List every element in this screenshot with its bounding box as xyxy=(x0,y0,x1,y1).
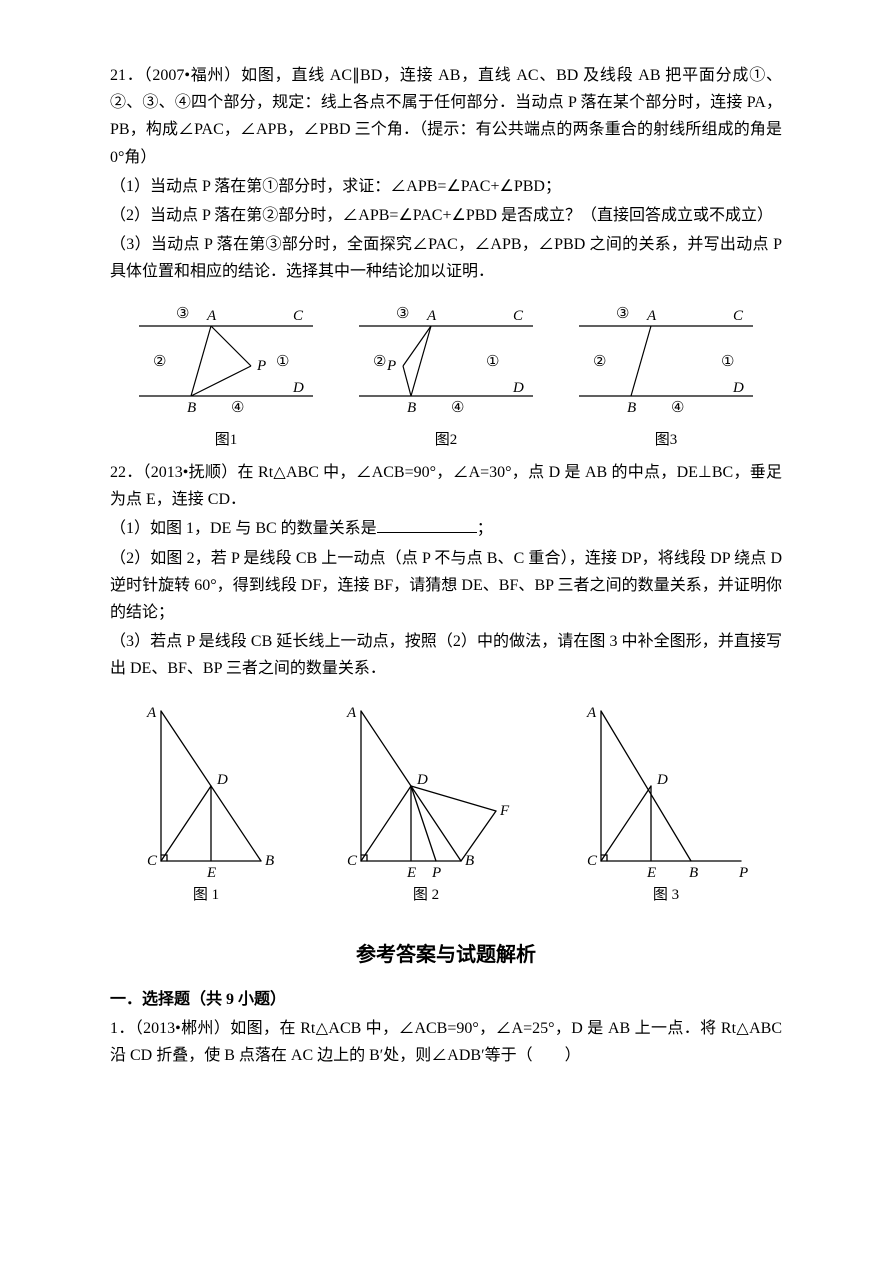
svg-text:P: P xyxy=(738,865,748,881)
svg-text:A: A xyxy=(426,308,437,324)
svg-text:P: P xyxy=(256,358,266,374)
q22-cap2: 图 2 xyxy=(331,883,521,909)
svg-text:C: C xyxy=(513,308,524,324)
answers-section: 一．选择题（共 9 小题） xyxy=(110,986,782,1013)
svg-text:A: A xyxy=(346,705,357,721)
svg-text:F: F xyxy=(499,803,510,819)
answers-q1: 1．（2013•郴州）如图，在 Rt△ACB 中，∠ACB=90°，∠A=25°… xyxy=(110,1015,782,1069)
q21-sub1: （1）当动点 P 落在第①部分时，求证：∠APB=∠PAC+∠PBD； xyxy=(110,173,782,200)
svg-text:②: ② xyxy=(153,354,166,370)
svg-text:B: B xyxy=(465,853,474,869)
svg-text:③: ③ xyxy=(176,306,189,322)
q22-sub1a: （1）如图 1，DE 与 BC 的数量关系是 xyxy=(110,520,377,537)
q22-figures: ACBDE 图 1 ACBDEPF 图 2 ACBDEP 图 3 xyxy=(110,701,782,909)
svg-text:D: D xyxy=(656,772,668,788)
svg-text:E: E xyxy=(206,865,216,881)
svg-text:①: ① xyxy=(486,354,499,370)
svg-text:④: ④ xyxy=(231,400,244,416)
svg-text:C: C xyxy=(733,308,744,324)
svg-text:E: E xyxy=(406,865,416,881)
q22-cap1: 图 1 xyxy=(131,883,281,909)
svg-text:A: A xyxy=(646,308,657,324)
q21-head: 21．（2007•福州）如图，直线 AC∥BD，连接 AB，直线 AC、BD 及… xyxy=(110,62,782,171)
svg-text:C: C xyxy=(587,853,598,869)
q21-fig3: A B C D ③ ② ④ ① 图3 xyxy=(571,296,761,454)
svg-text:A: A xyxy=(206,308,217,324)
q22-head: 22．（2013•抚顺）在 Rt△ABC 中，∠ACB=90°，∠A=30°，点… xyxy=(110,459,782,513)
q22-sub1: （1）如图 1，DE 与 BC 的数量关系是 ； xyxy=(110,515,782,542)
q22-sub1b: ； xyxy=(477,520,493,537)
q22-fig3: A C B D E P 图 3 xyxy=(571,701,761,909)
q22-blank xyxy=(377,532,477,533)
svg-text:B: B xyxy=(265,853,274,869)
svg-text:②: ② xyxy=(593,354,606,370)
q21-figures: ABCD③②④P① 图1 ABCD③②④P① 图2 ABCD③②④① 图3 xyxy=(110,296,782,454)
svg-text:P: P xyxy=(386,358,396,374)
svg-text:D: D xyxy=(732,380,744,396)
q22-fig1: A C B D E 图 1 xyxy=(131,701,281,909)
svg-text:E: E xyxy=(646,865,656,881)
q21-fig2: A B C D ③ ② ④ P ① 图2 xyxy=(351,296,541,454)
svg-text:A: A xyxy=(586,705,597,721)
svg-text:P: P xyxy=(431,865,441,881)
svg-text:③: ③ xyxy=(396,306,409,322)
q21-sub3: （3）当动点 P 落在第③部分时，全面探究∠PAC，∠APB，∠PBD 之间的关… xyxy=(110,231,782,285)
svg-text:D: D xyxy=(512,380,524,396)
svg-text:①: ① xyxy=(276,354,289,370)
svg-text:④: ④ xyxy=(451,400,464,416)
q22-sub2: （2）如图 2，若 P 是线段 CB 上一动点（点 P 不与点 B、C 重合），… xyxy=(110,545,782,627)
svg-text:C: C xyxy=(293,308,304,324)
q21-sub2: （2）当动点 P 落在第②部分时，∠APB=∠PAC+∠PBD 是否成立？（直接… xyxy=(110,202,782,229)
svg-text:B: B xyxy=(187,400,196,416)
q22-sub3: （3）若点 P 是线段 CB 延长线上一动点，按照（2）中的做法，请在图 3 中… xyxy=(110,628,782,682)
q21-cap2: 图2 xyxy=(351,428,541,454)
svg-text:D: D xyxy=(416,772,428,788)
svg-text:B: B xyxy=(627,400,636,416)
svg-text:B: B xyxy=(689,865,698,881)
svg-text:④: ④ xyxy=(671,400,684,416)
svg-text:C: C xyxy=(347,853,358,869)
svg-text:C: C xyxy=(147,853,158,869)
answers-title: 参考答案与试题解析 xyxy=(110,938,782,972)
svg-text:B: B xyxy=(407,400,416,416)
q21-fig1: A B C D ③ ② ④ P① 图1 xyxy=(131,296,321,454)
svg-text:D: D xyxy=(216,772,228,788)
svg-text:③: ③ xyxy=(616,306,629,322)
svg-text:①: ① xyxy=(721,354,734,370)
svg-text:D: D xyxy=(292,380,304,396)
q22-cap3: 图 3 xyxy=(571,883,761,909)
q21-cap1: 图1 xyxy=(131,428,321,454)
svg-text:②: ② xyxy=(373,354,386,370)
svg-text:A: A xyxy=(146,705,157,721)
q21-cap3: 图3 xyxy=(571,428,761,454)
q22-fig2: A C B D EP F 图 2 xyxy=(331,701,521,909)
